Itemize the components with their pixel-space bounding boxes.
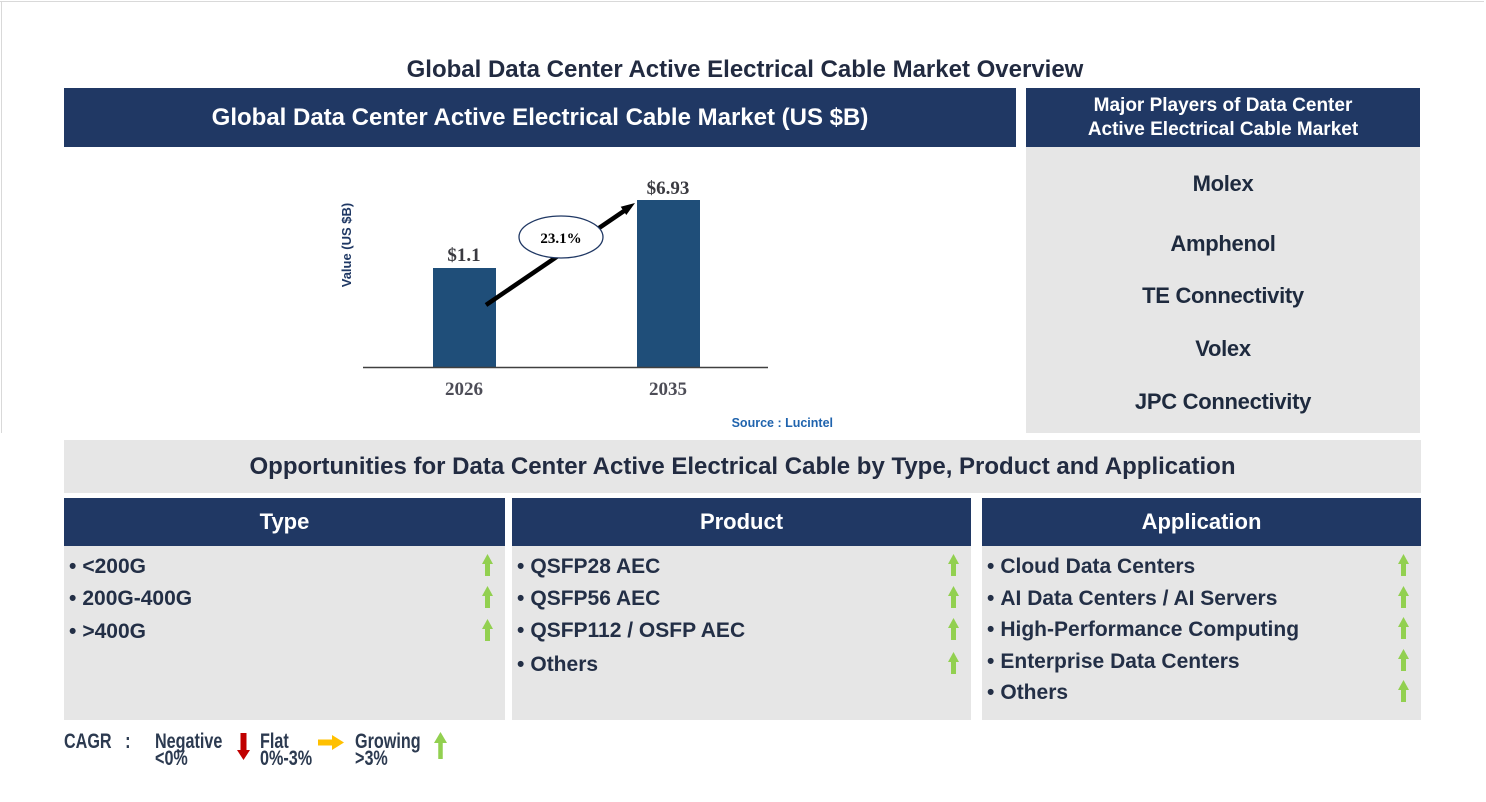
svg-text:Value (US $B): Value (US $B)	[339, 203, 354, 288]
svg-text:23.1%: 23.1%	[540, 231, 581, 247]
svg-text:2026: 2026	[445, 379, 483, 400]
svg-text:2035: 2035	[649, 379, 687, 400]
svg-text:$1.1: $1.1	[447, 245, 480, 266]
svg-text:$6.93: $6.93	[647, 178, 690, 199]
